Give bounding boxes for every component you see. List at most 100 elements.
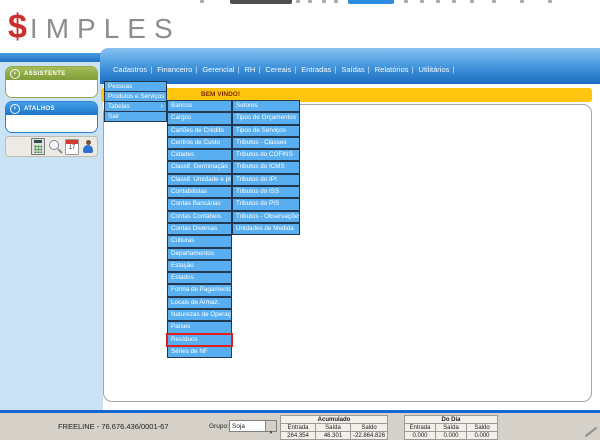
submenu-item[interactable]: Forma de Pagamento (167, 284, 232, 297)
menubar-item[interactable]: Gerencial (202, 65, 235, 74)
submenu-item[interactable]: Naturezas de Operação (167, 309, 232, 322)
chevron-right-icon (10, 103, 20, 114)
menubar-item[interactable]: Financeiro (157, 65, 193, 74)
atalhos-body (6, 115, 97, 132)
submenu-item[interactable]: Tipos de Serviços (232, 124, 300, 137)
acumulado-value-entrada: 264.354 (280, 431, 316, 440)
edge-dot (520, 0, 524, 3)
submenu-item[interactable]: Centros de Custo (167, 136, 232, 150)
submenu-item[interactable]: Tributos do ISS (232, 186, 300, 199)
tabelas-submenu-col1: Bancos Cargos Cartões de Crédito Centros de… (166, 100, 233, 359)
menubar-item[interactable]: Saídas (341, 65, 365, 74)
menubar: Cadastros | Financeiro | Gerencial | RH | Ce… (100, 48, 600, 84)
submenu-item[interactable]: Tributos do COFINS (232, 149, 300, 162)
dodia-header-entrada: Entrada (404, 423, 436, 432)
user-icon[interactable] (82, 139, 94, 155)
acumulado-title: Acumulado (279, 415, 389, 424)
edge-dot (322, 0, 326, 3)
tabelas-submenu-col2: Setores Tipos de Orçamentos Tipos de Servi… (232, 100, 300, 236)
submenu-item[interactable]: Séries de NF (167, 345, 232, 359)
menubar-separator: | (411, 65, 414, 74)
submenu-item[interactable]: Tributos - Classes (232, 136, 300, 150)
submenu-item[interactable]: Estação (167, 259, 232, 273)
edge-dot (492, 0, 496, 3)
menubar-separator: | (150, 65, 153, 74)
submenu-item[interactable]: Tributos do PIS (232, 198, 300, 211)
submenu-item[interactable]: Contas Diversas (167, 222, 232, 236)
submenu-item[interactable]: Culturas (167, 235, 232, 248)
resize-corner-mark (584, 426, 598, 438)
grupo-combobox[interactable]: Soja (229, 420, 277, 432)
calendar-day: 17 (68, 144, 76, 151)
submenu-item[interactable]: Cartões de Crédito (167, 124, 232, 137)
atalhos-panel: ATALHOS (5, 101, 98, 133)
window-edge-fragment (230, 0, 292, 4)
assistente-label: ASSISTENTE (24, 70, 66, 77)
menubar-item[interactable]: Utilitários (418, 65, 450, 74)
menubar-item[interactable]: RH (244, 65, 256, 74)
grupo-label: Grupo: (209, 423, 229, 430)
menubar-items: Cadastros | Financeiro | Gerencial | RH | Ce… (113, 65, 457, 74)
edge-dot (452, 0, 456, 3)
chevron-right-icon (10, 68, 20, 79)
submenu-item[interactable]: Tributos do ICMS (232, 161, 300, 174)
assistente-header[interactable]: ASSISTENTE (6, 67, 97, 80)
sidebar-icon-tray: 17 (5, 136, 98, 157)
submenu-item[interactable]: Contabilistas (167, 186, 232, 199)
submenu-item[interactable]: Cidades (167, 149, 232, 162)
edge-dot (548, 0, 552, 3)
grupo-selected-value: Soja (232, 423, 246, 430)
submenu-arrow-icon: › (160, 103, 163, 110)
combo-dropdown-arrow-icon[interactable] (265, 421, 276, 431)
dodia-table: Do Dia Entrada Saída Saldo 0.000 0.000 0… (404, 415, 498, 440)
dropdown-menu-item[interactable]: Sair (104, 111, 167, 122)
edge-dot (308, 0, 312, 3)
menubar-separator: | (294, 65, 297, 74)
menubar-item[interactable]: Entradas (301, 65, 332, 74)
submenu-item[interactable]: Tributos do IPI (232, 173, 300, 187)
menubar-item[interactable]: Relatórios (374, 65, 409, 74)
submenu-item[interactable]: Cargos (167, 112, 232, 125)
window-edge-fragment (348, 0, 394, 4)
calculator-icon[interactable] (31, 138, 45, 155)
acumulado-value-saida: 46.301 (315, 431, 351, 440)
submenu-item[interactable]: Estados (167, 272, 232, 285)
calendar-icon-header (66, 139, 78, 144)
acumulado-table: Acumulado Entrada Saída Saldo 264.354 46… (279, 415, 389, 440)
dodia-header-saldo: Saldo (466, 423, 498, 432)
menubar-separator: | (452, 65, 455, 74)
submenu-item[interactable]: Contas Contábeis (167, 210, 232, 223)
submenu-item[interactable]: Locais de Armaz. (167, 296, 232, 310)
submenu-item[interactable]: Classif. Umidade e pH (167, 173, 232, 187)
submenu-item[interactable]: Países (167, 321, 232, 334)
edge-dot (420, 0, 424, 3)
acumulado-header-entrada: Entrada (280, 423, 316, 432)
app-logo: $ IMPLES (8, 8, 181, 47)
search-icon[interactable] (48, 139, 62, 155)
menubar-separator: | (258, 65, 261, 74)
submenu-item[interactable]: Classif. Germinação (167, 161, 232, 174)
dodia-value-saldo: 0.000 (466, 431, 498, 440)
submenu-item[interactable]: Bancos (167, 100, 232, 113)
submenu-item[interactable]: Tipos de Orçamentos (232, 112, 300, 125)
dodia-title: Do Dia (404, 415, 498, 424)
logo-text: IMPLES (29, 13, 181, 44)
edge-dot (334, 0, 338, 3)
submenu-item[interactable]: Unidades de Medida (232, 222, 300, 236)
cadastros-dropdown-menu: Pessoas Produtos e Serviços Tabelas › Sai… (104, 81, 167, 122)
edge-dot (404, 0, 408, 3)
edge-dot (470, 0, 474, 3)
acumulado-header-saida: Saída (315, 423, 351, 432)
submenu-item[interactable]: Departamentos (167, 247, 232, 260)
submenu-item[interactable]: Tributos - Observações (232, 210, 300, 223)
menubar-item[interactable]: Cereais (265, 65, 292, 74)
dodia-value-entrada: 0.000 (404, 431, 436, 440)
submenu-item[interactable]: Setores (232, 100, 300, 113)
atalhos-header[interactable]: ATALHOS (6, 102, 97, 115)
submenu-item[interactable]: Resíduos (166, 332, 233, 347)
left-blue-strip (0, 53, 103, 62)
menubar-item[interactable]: Cadastros (113, 65, 148, 74)
calendar-icon[interactable]: 17 (65, 138, 79, 155)
submenu-item[interactable]: Contas Bancárias (167, 198, 232, 211)
